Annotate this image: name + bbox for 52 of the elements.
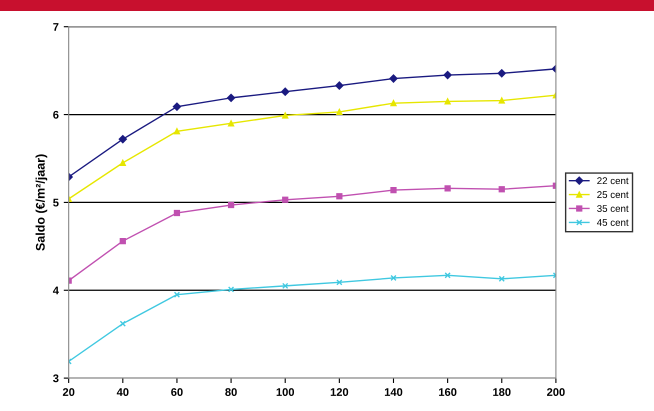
- y-tick-label: 7: [53, 23, 58, 31]
- point: [282, 196, 288, 203]
- point: [336, 108, 342, 116]
- y-tick-label: 6: [53, 110, 59, 119]
- x-tick-label: 120: [330, 388, 348, 396]
- y-tick-label: 4: [52, 286, 59, 294]
- point: [282, 112, 288, 119]
- point: [444, 272, 451, 278]
- point: [174, 292, 180, 298]
- y-tick-label: 3: [53, 374, 59, 382]
- x-tick-label: 20: [62, 388, 74, 396]
- point: [281, 88, 290, 96]
- x-tick-label: 160: [439, 388, 456, 396]
- point: [172, 102, 182, 111]
- x-tick-label: 100: [276, 388, 294, 396]
- point: [498, 186, 505, 192]
- point: [443, 70, 452, 80]
- x-tick-label: 60: [171, 388, 183, 396]
- point: [120, 320, 126, 327]
- point: [498, 97, 505, 104]
- point: [444, 98, 451, 105]
- point: [228, 286, 234, 293]
- x-tick-label: 80: [225, 388, 237, 396]
- point: [118, 135, 127, 144]
- point: [390, 186, 397, 194]
- legend-label: 45 cent: [596, 219, 629, 226]
- x-tick-label: 140: [384, 388, 402, 396]
- point: [120, 160, 126, 166]
- x-tick-label: 40: [116, 388, 129, 396]
- point: [390, 100, 397, 106]
- point: [336, 279, 342, 286]
- x-tick-label: 180: [493, 388, 511, 396]
- point: [389, 74, 398, 83]
- point: [498, 69, 506, 78]
- legend-label: 35 cent: [597, 205, 629, 212]
- point: [335, 81, 344, 90]
- legend-label: 25 cent: [597, 191, 629, 198]
- point: [282, 282, 288, 289]
- y-axis-title: Saldo (€/m²/jaar): [36, 154, 48, 251]
- point: [498, 276, 505, 282]
- point: [336, 193, 342, 200]
- point: [390, 274, 397, 282]
- legend-label: 22 cent: [597, 177, 629, 184]
- point: [120, 238, 126, 244]
- point: [228, 120, 234, 126]
- x-tick-label: 200: [547, 388, 565, 396]
- point: [444, 185, 451, 192]
- point: [228, 202, 234, 208]
- y-tick-label: 5: [53, 198, 59, 207]
- point: [174, 210, 180, 216]
- point: [174, 128, 180, 134]
- point: [226, 94, 236, 102]
